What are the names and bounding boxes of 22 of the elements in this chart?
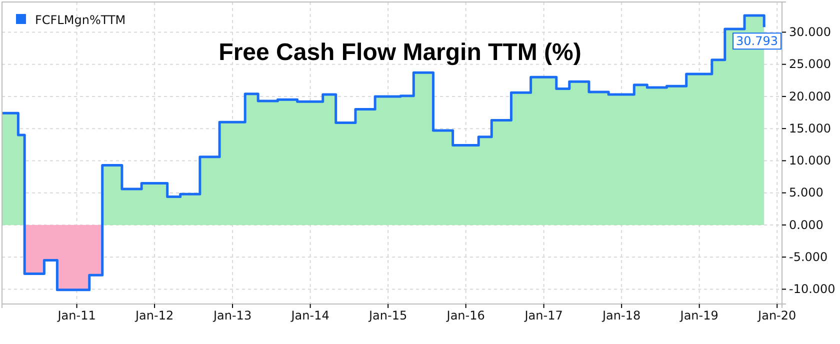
y-tick-label: 30.000 bbox=[789, 25, 831, 40]
y-tick-label: 20.000 bbox=[789, 89, 831, 104]
x-tick-label: Jan-17 bbox=[524, 308, 563, 323]
x-tick-label: Jan-19 bbox=[679, 308, 718, 323]
x-tick-label: Jan-15 bbox=[368, 308, 408, 323]
legend-label: FCFLMgn%TTM bbox=[35, 13, 126, 27]
x-tick-label: Jan-20 bbox=[757, 308, 796, 323]
x-tick-label: Jan-18 bbox=[602, 308, 641, 323]
y-tick-label: 0.000 bbox=[789, 218, 824, 232]
text: Free Cash Flow Margin TTM (%) bbox=[218, 39, 582, 66]
x-tick-label: Jan-14 bbox=[290, 308, 330, 323]
x-tick-label: Jan-12 bbox=[134, 308, 174, 323]
y-tick-label: -5.000 bbox=[789, 250, 828, 264]
y-tick-label: 25.000 bbox=[789, 57, 831, 72]
y-tick-label: -10.000 bbox=[789, 282, 836, 296]
x-tick-label: Jan-11 bbox=[56, 308, 96, 323]
x-tick-label: Jan-16 bbox=[446, 308, 485, 323]
y-tick-label: 10.000 bbox=[789, 154, 831, 168]
y-tick-label: 15.000 bbox=[789, 121, 831, 136]
x-tick-label: Jan-13 bbox=[212, 308, 252, 323]
y-tick-label: 5.000 bbox=[789, 186, 824, 200]
data-label: 30.793 bbox=[736, 34, 778, 48]
